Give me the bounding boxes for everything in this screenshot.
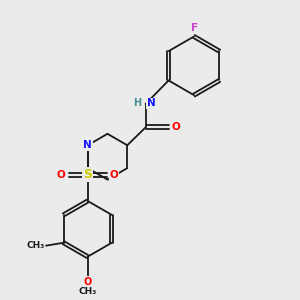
Text: O: O xyxy=(57,169,66,180)
Text: O: O xyxy=(84,277,92,287)
Text: F: F xyxy=(191,23,198,33)
Text: S: S xyxy=(83,168,92,181)
Text: O: O xyxy=(110,169,118,180)
Text: CH₃: CH₃ xyxy=(26,241,44,250)
Text: N: N xyxy=(83,140,92,150)
Text: H: H xyxy=(133,98,141,108)
Text: N: N xyxy=(146,98,155,108)
Text: O: O xyxy=(171,122,180,132)
Text: CH₃: CH₃ xyxy=(79,287,97,296)
